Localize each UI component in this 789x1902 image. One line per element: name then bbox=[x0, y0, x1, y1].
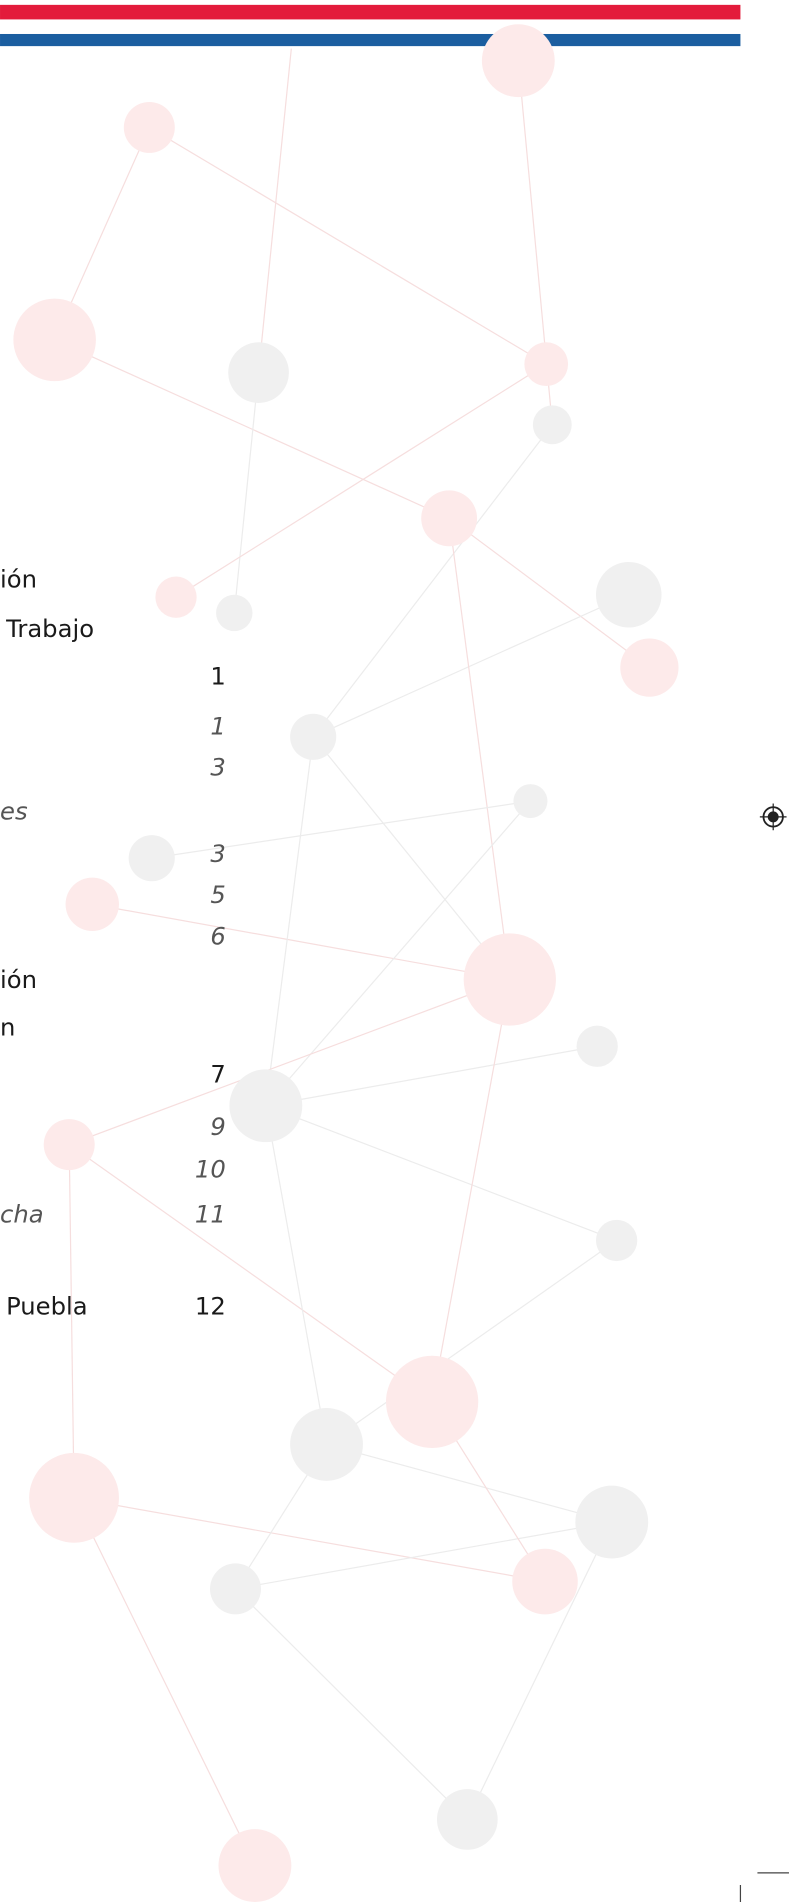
entry-page: 12 bbox=[195, 1292, 226, 1321]
page: iónTrabajo113es356iónn7910cha11Puebla12 bbox=[0, 0, 789, 1902]
entry-page: 6 bbox=[210, 921, 225, 950]
entry-page: 11 bbox=[195, 1199, 226, 1228]
entry-page: 5 bbox=[210, 880, 225, 909]
entry-page: 7 bbox=[210, 1060, 225, 1089]
entry-page: 1 bbox=[210, 662, 225, 691]
entry-page: 3 bbox=[210, 753, 225, 782]
entry-title: ión bbox=[0, 564, 37, 593]
entry-title: es bbox=[0, 796, 28, 825]
entry-page: 10 bbox=[195, 1154, 226, 1183]
entry-title: Trabajo bbox=[5, 614, 94, 643]
network-decoration bbox=[13, 24, 678, 1902]
entry-title: cha bbox=[0, 1199, 44, 1228]
red-band bbox=[0, 5, 740, 20]
entry-page: 9 bbox=[210, 1112, 225, 1141]
entry-page: 1 bbox=[210, 711, 225, 740]
crop-marks bbox=[740, 1873, 789, 1902]
entry-page: 3 bbox=[210, 839, 225, 868]
entry-title: ión bbox=[0, 965, 37, 994]
blue-band bbox=[0, 34, 740, 46]
registration-mark bbox=[760, 804, 787, 831]
entry-title: Puebla bbox=[6, 1292, 88, 1321]
entry-title: n bbox=[0, 1012, 15, 1041]
